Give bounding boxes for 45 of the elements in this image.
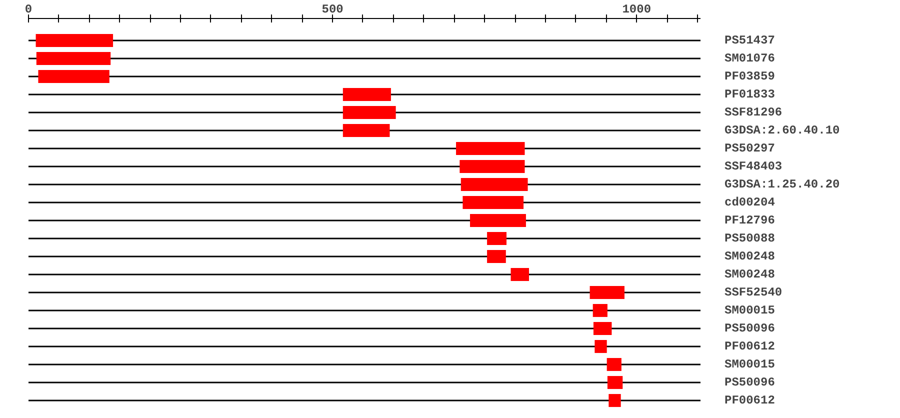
bar	[470, 214, 526, 227]
bar	[487, 250, 506, 263]
y-tick-label: PS50096	[724, 321, 775, 336]
bar	[593, 322, 612, 335]
bar	[342, 88, 391, 101]
y-tick-label: PF01833	[724, 87, 775, 102]
y-tick-label: SSF81296	[724, 105, 782, 120]
y-tick-label: PF00612	[724, 394, 775, 408]
y-tick-label: SM00015	[724, 357, 775, 372]
bar	[460, 178, 528, 191]
y-tick-label: SM00248	[724, 249, 775, 264]
bar	[510, 268, 530, 281]
bar	[606, 358, 622, 371]
bar	[36, 52, 111, 65]
bar	[594, 340, 607, 353]
y-tick-label: G3DSA:1.25.40.20	[724, 177, 840, 192]
y-tick-label: SM00015	[724, 303, 775, 318]
y-tick-label: PS50297	[724, 141, 775, 156]
bar	[487, 232, 506, 245]
bar	[592, 304, 608, 317]
x-tick-label: 1000	[622, 2, 652, 16]
y-tick-label: PS51437	[724, 33, 775, 48]
y-tick-label: SM00248	[724, 267, 775, 282]
bar	[342, 106, 396, 119]
y-tick-label: PF12796	[724, 213, 775, 228]
bar	[342, 124, 390, 137]
y-tick-label: SM01076	[724, 51, 775, 66]
y-tick-label: SSF48403	[724, 159, 782, 174]
y-tick-label: PS50096	[724, 375, 775, 390]
bar	[36, 34, 114, 47]
bar	[590, 286, 624, 299]
y-tick-label: PF03859	[724, 69, 775, 84]
y-tick-label: SSF52540	[724, 285, 782, 300]
bar	[38, 70, 110, 83]
bar	[456, 142, 525, 155]
x-tick-label: 0	[24, 2, 32, 16]
y-tick-label: PS50088	[724, 231, 775, 246]
y-tick-label: G3DSA:2.60.40.10	[724, 123, 840, 138]
y-tick-label: PF00612	[724, 339, 775, 354]
y-tick-label: cd00204	[724, 195, 775, 210]
bar	[608, 394, 621, 407]
bar	[607, 376, 623, 389]
bar	[460, 160, 525, 173]
x-tick-label: 500	[322, 2, 344, 16]
bar	[462, 196, 524, 209]
